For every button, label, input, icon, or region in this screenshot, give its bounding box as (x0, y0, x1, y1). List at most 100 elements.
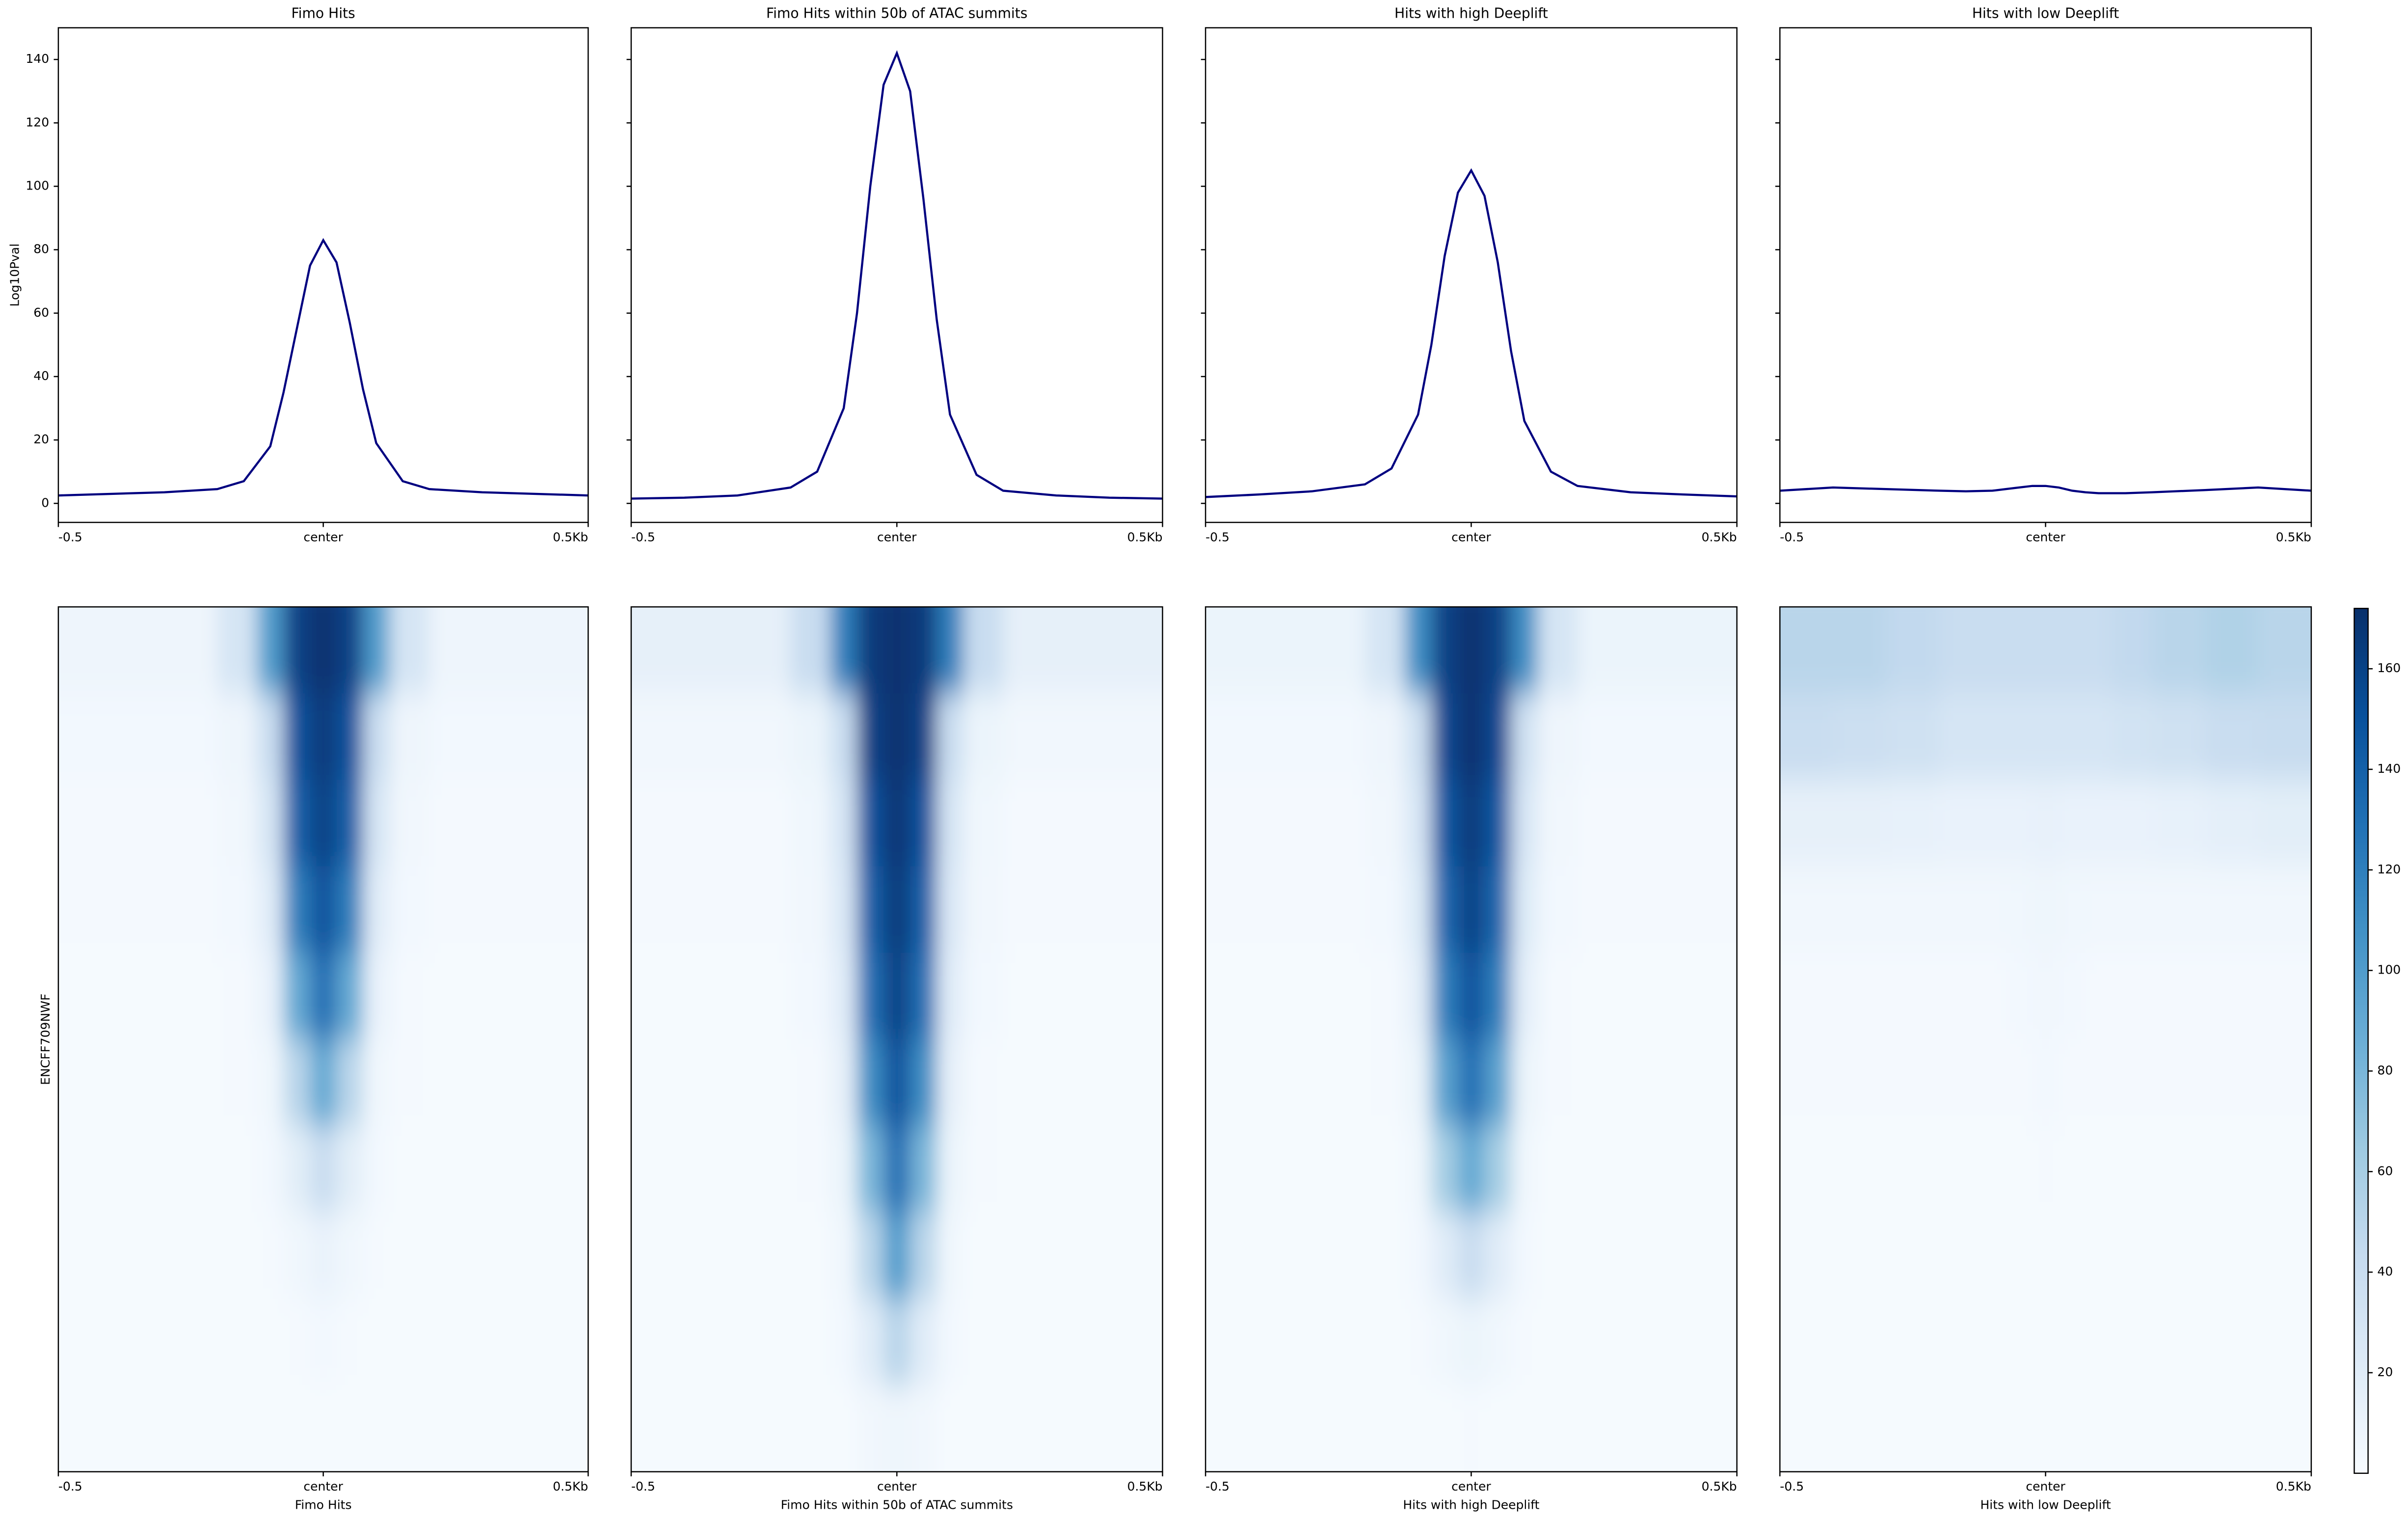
heatmap-cell (684, 780, 739, 868)
heatmap-cell (910, 780, 937, 868)
heatmap-cell (737, 693, 792, 781)
heatmap-cell (2152, 1385, 2206, 1472)
heatmap-cell (1365, 1385, 1406, 1472)
heatmap-cell (363, 1385, 391, 1472)
heatmap-body (58, 607, 589, 1472)
heatmap-cell (1056, 1385, 1110, 1472)
heatmap-cell (1780, 952, 1834, 1040)
heatmap-cell (1365, 607, 1406, 694)
heatmap-cell (1431, 693, 1459, 781)
heatmap-cell (2205, 1039, 2259, 1127)
y-tick-label: 0 (41, 495, 49, 510)
heatmap-cell (910, 693, 937, 781)
heatmap-cell (1458, 693, 1486, 781)
heatmap-cell (535, 1385, 589, 1472)
heatmap-cell (1979, 952, 2007, 1040)
heatmap-cell (389, 780, 430, 868)
heatmap-cell (1577, 1299, 1632, 1386)
heatmap-cell (1258, 1212, 1313, 1300)
heatmap-cell (2032, 607, 2060, 694)
heatmap-cell (737, 1039, 792, 1127)
heatmap-cell (1780, 780, 1834, 868)
heatmap-cell (1939, 866, 1980, 954)
heatmap-cell (1511, 1126, 1539, 1213)
heatmap-cell (1886, 607, 1940, 694)
heatmap-cell (2112, 952, 2153, 1040)
heatmap-cell (2006, 1126, 2033, 1213)
heatmap-cell (257, 866, 285, 954)
heatmap-cell (389, 866, 430, 954)
heatmap-cell (936, 866, 964, 954)
heatmap-body (1780, 607, 2311, 1472)
heatmap-cell (830, 1299, 858, 1386)
heatmap-cell (429, 1385, 483, 1472)
heatmap-cell (257, 693, 285, 781)
heatmap-cell (58, 1039, 112, 1127)
heatmap-cell (1258, 1039, 1313, 1127)
heatmap-cell (1833, 607, 1887, 694)
heatmap-cell (58, 866, 112, 954)
heatmap-cell (1003, 1212, 1057, 1300)
heatmap-cell (283, 1299, 311, 1386)
heatmap-cell (684, 607, 739, 694)
heatmap-cell (2205, 1299, 2259, 1386)
heatmap-cell (257, 952, 285, 1040)
heatmap-cell (111, 1385, 165, 1472)
heatmap-cell (830, 1039, 858, 1127)
heatmap-cell (883, 1126, 911, 1213)
heatmap-cell (1003, 866, 1057, 954)
heatmap-cell (1431, 1212, 1459, 1300)
heatmap-cell (1205, 952, 1259, 1040)
heatmap-cell (1537, 1126, 1579, 1213)
heatmap-cell (1684, 1126, 1737, 1213)
heatmap-cell (830, 1385, 858, 1472)
heatmap-cell (363, 780, 391, 868)
heatmap-cell (1458, 952, 1486, 1040)
heatmap-cells (631, 607, 1163, 1472)
heatmap-cell (283, 1126, 311, 1213)
y-axis-label: Log10Pval (7, 244, 22, 307)
heatmap-cell (2205, 693, 2259, 781)
heatmap-cell (336, 1126, 364, 1213)
heatmap-cell (1979, 1212, 2007, 1300)
heatmap-cell (1003, 952, 1057, 1040)
heatmap-cell (429, 1039, 483, 1127)
heatmap-cell (2085, 952, 2113, 1040)
heatmap-cell (910, 1126, 937, 1213)
heatmap-cell (1258, 1299, 1313, 1386)
heatmap-cell (963, 1385, 1004, 1472)
heatmap-cell (1431, 1299, 1459, 1386)
heatmap-cell (111, 866, 165, 954)
heatmap-cell (1631, 1039, 1685, 1127)
heatmap-cell (1979, 693, 2007, 781)
heatmap-cell (1886, 866, 1940, 954)
heatmap-cell (790, 952, 831, 1040)
heatmap-cell (2059, 607, 2087, 694)
heatmap-cell (910, 1039, 937, 1127)
heatmap-cell (1577, 1212, 1632, 1300)
heatmap-cell (1979, 1039, 2007, 1127)
heatmap-cell (257, 1299, 285, 1386)
heatmap-cell (2112, 1299, 2153, 1386)
heatmap-cell (310, 866, 338, 954)
heatmap-cell (1511, 1039, 1539, 1127)
heatmap-cell (631, 1039, 685, 1127)
heatmap-cell (1311, 1039, 1366, 1127)
heatmap-cell (429, 607, 483, 694)
x-tick-label: 0.5Kb (553, 1479, 588, 1494)
heatmap-cell (363, 607, 391, 694)
heatmap-cells (58, 607, 589, 1472)
colorbar (2354, 607, 2369, 1474)
heatmap-cell (1886, 1039, 1940, 1127)
heatmap-cell (631, 693, 685, 781)
heatmap-cell (535, 952, 589, 1040)
heatmap-cell (429, 1299, 483, 1386)
heatmap-cell (2085, 607, 2113, 694)
heatmap-cell (936, 1299, 964, 1386)
heatmap-cell (363, 1039, 391, 1127)
x-tick-label: center (877, 530, 917, 544)
heatmap-cell (1311, 1385, 1366, 1472)
x-tick-label: 0.5Kb (2276, 1479, 2311, 1494)
heatmap-cell (936, 1126, 964, 1213)
heatmap-cell (363, 1212, 391, 1300)
